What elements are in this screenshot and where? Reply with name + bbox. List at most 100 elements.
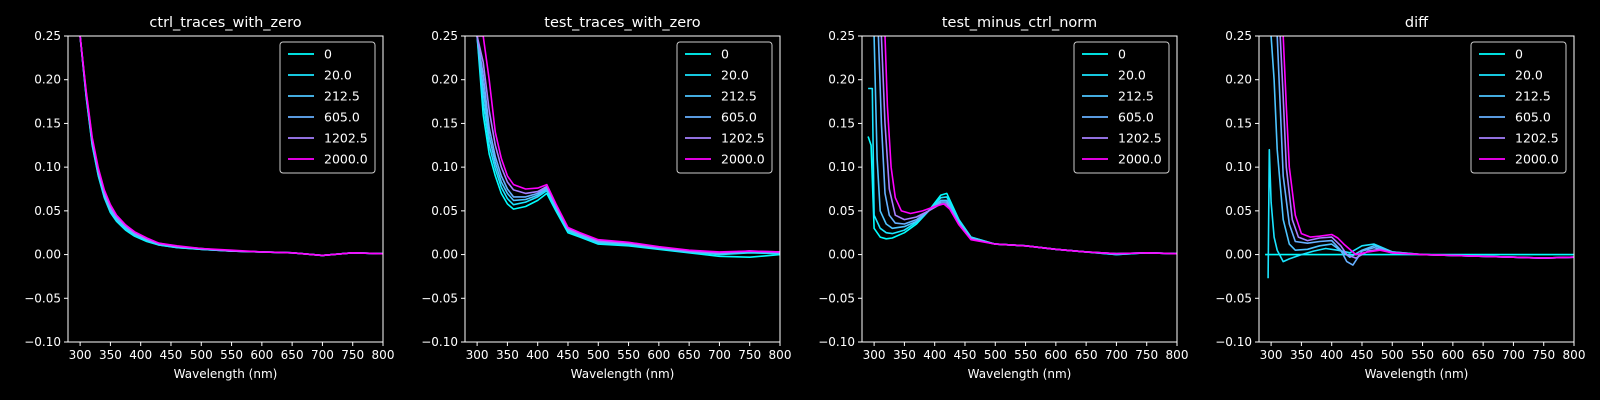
x-tick-label: 750 [738,348,761,362]
x-tick-label: 300 [1260,348,1283,362]
legend-entry-label: 212.5 [721,89,757,104]
legend: 0 20.0 212.5 605.0 1202.5 2000.0 [1073,41,1170,174]
y-tick-label: 0.20 [1225,73,1252,87]
x-tick-label: 400 [923,348,946,362]
y-tick-label: −0.10 [1215,335,1252,349]
series-line-2000.0 [477,36,780,253]
x-tick-label: 750 [1135,348,1158,362]
x-tick-label: 450 [160,348,183,362]
x-tick-label: 300 [69,348,92,362]
y-tick-label: 0.25 [34,29,61,43]
x-tick-label: 650 [678,348,701,362]
x-tick-label: 600 [250,348,273,362]
legend: 0 20.0 212.5 605.0 1202.5 2000.0 [1470,41,1567,174]
x-tick-label: 500 [984,348,1007,362]
chart-title: diff [1405,15,1429,31]
y-tick-label: 0.15 [1225,116,1252,130]
legend-entry-label: 0 [721,47,729,62]
legend: 0 20.0 212.5 605.0 1202.5 2000.0 [279,41,376,174]
legend-entry-label: 20.0 [1515,68,1543,83]
y-tick-label: 0.15 [828,116,855,130]
legend-entry-label: 212.5 [1515,89,1551,104]
y-tick-label: 0.25 [431,29,458,43]
y-tick-label: −0.10 [24,335,61,349]
x-tick-label: 500 [587,348,610,362]
legend-entry-label: 0 [324,47,332,62]
chart-panel-3: test_minus_ctrl_norm 300 350 400 450 500 550 60… [818,15,1188,381]
y-tick-label: 0.05 [1225,204,1252,218]
x-tick-label: 450 [557,348,580,362]
x-tick-label: 450 [1351,348,1374,362]
y-tick-label: 0.00 [34,248,61,262]
x-axis-label: Wavelength (nm) [174,367,278,381]
y-tick-label: 0.20 [431,73,458,87]
legend-entry-label: 2000.0 [1118,152,1162,167]
x-tick-label: 650 [281,348,304,362]
series-group [1265,36,1574,279]
chart-panel-2: test_traces_with_zero 300 350 400 450 500 550 6… [421,15,791,381]
series-group [867,36,1177,256]
x-tick-label: 550 [617,348,640,362]
chart-title: test_traces_with_zero [544,15,701,31]
x-tick-label: 400 [526,348,549,362]
legend-entry-label: 20.0 [721,68,749,83]
legend-entry-label: 605.0 [324,110,360,125]
x-tick-label: 700 [708,348,731,362]
y-tick-label: 0.15 [431,116,458,130]
x-tick-label: 600 [1044,348,1067,362]
legend-entry-label: 0 [1118,47,1126,62]
chart-panel-4: diff 300 350 400 450 500 550 600 650 700 750 800 −0.… [1215,15,1585,381]
y-tick-label: 0.25 [828,29,855,43]
x-tick-label: 650 [1075,348,1098,362]
x-tick-label: 450 [954,348,977,362]
legend-entry-label: 1202.5 [1118,131,1162,146]
y-tick-label: −0.05 [421,291,458,305]
y-tick-label: 0.00 [1225,248,1252,262]
plot-frame [464,35,781,343]
legend: 0 20.0 212.5 605.0 1202.5 2000.0 [676,41,773,174]
series-group [79,36,383,257]
legend-entry-label: 605.0 [721,110,757,125]
x-tick-label: 800 [372,348,395,362]
y-tick-label: 0.05 [828,204,855,218]
series-line-2000.0 [1282,36,1574,259]
x-tick-label: 350 [99,348,122,362]
y-tick-label: −0.10 [421,335,458,349]
y-tick-label: 0.05 [431,204,458,218]
plot-frame [1258,35,1575,343]
x-tick-label: 550 [220,348,243,362]
x-axis-label: Wavelength (nm) [1365,367,1469,381]
legend-entry-label: 605.0 [1515,110,1551,125]
x-tick-label: 300 [863,348,886,362]
chart-title: ctrl_traces_with_zero [149,15,301,31]
series-group [476,36,780,259]
series-line-2000.0 [79,36,383,257]
x-tick-label: 350 [1290,348,1313,362]
plot-frame [67,35,384,343]
y-tick-label: 0.20 [34,73,61,87]
x-tick-label: 800 [769,348,792,362]
legend-entry-label: 20.0 [324,68,352,83]
y-tick-label: 0.10 [431,160,458,174]
y-tick-label: 0.10 [34,160,61,174]
chart-panel-1: ctrl_traces_with_zero 300 350 400 450 500 550 6… [24,15,394,381]
legend-entry-label: 2000.0 [324,152,368,167]
y-tick-label: −0.05 [1215,291,1252,305]
chart-title: test_minus_ctrl_norm [942,15,1097,31]
y-tick-label: −0.05 [24,291,61,305]
legend-entry-label: 605.0 [1118,110,1154,125]
legend-entry-label: 212.5 [1118,89,1154,104]
y-tick-label: −0.10 [818,335,855,349]
y-tick-label: 0.05 [34,204,61,218]
plot-frame [861,35,1178,343]
y-tick-label: 0.10 [1225,160,1252,174]
legend-entry-label: 212.5 [324,89,360,104]
x-tick-label: 700 [1105,348,1128,362]
x-tick-label: 500 [190,348,213,362]
legend-entry-label: 1202.5 [1515,131,1559,146]
x-tick-label: 400 [129,348,152,362]
x-tick-label: 600 [1441,348,1464,362]
x-tick-label: 350 [496,348,519,362]
legend-entry-label: 1202.5 [324,131,368,146]
